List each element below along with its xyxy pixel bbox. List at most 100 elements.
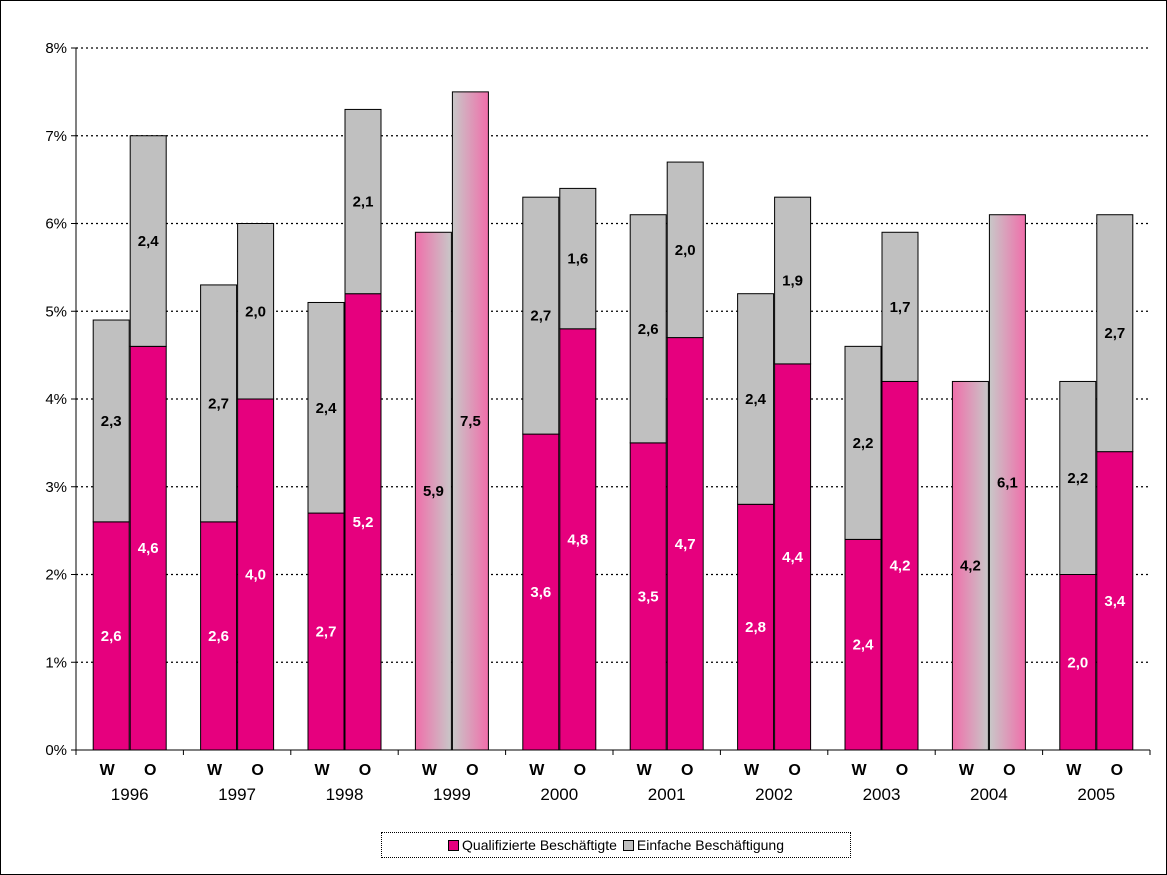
legend-item-qualifiziert: Qualifizierte Beschäftigte	[448, 837, 617, 853]
y-tick-label: 4%	[45, 391, 67, 408]
data-label-einfach: 2,0	[675, 242, 696, 259]
legend-swatch-qualifiziert	[448, 839, 460, 851]
bar-einfach	[844, 345, 882, 540]
data-label-qualifiziert: 2,0	[1067, 654, 1088, 671]
y-tick-label: 8%	[45, 40, 67, 57]
data-label-total: 5,9	[423, 483, 444, 500]
bar-category-label: O	[574, 762, 586, 779]
bar-einfach	[1096, 214, 1134, 453]
bar-category-label: O	[359, 762, 371, 779]
bar-einfach	[522, 196, 560, 435]
data-label-qualifiziert: 2,4	[853, 637, 875, 654]
bar-category-label: O	[251, 762, 263, 779]
x-tick-label-year: 1998	[326, 785, 364, 804]
x-tick-label-year: 1999	[433, 785, 471, 804]
bar-einfach	[629, 214, 667, 444]
bar-category-label: W	[314, 762, 330, 779]
bar-einfach	[129, 135, 167, 347]
chart-plot: 0% 1% 2% 3% 4% 5% 6% 7% 8% 2,6 2,3 W 4,6 2,4 O 1996 2,6 2…	[45, 40, 1151, 804]
data-label-einfach: 2,2	[1067, 470, 1088, 487]
data-label-qualifiziert: 3,4	[1104, 593, 1126, 610]
bar-category-label: W	[529, 762, 545, 779]
bar-einfach	[92, 319, 130, 523]
bar-category-label: W	[422, 762, 438, 779]
x-tick-label-year: 1997	[218, 785, 256, 804]
bar-total	[414, 231, 452, 751]
bar-qualifiziert	[237, 398, 275, 751]
data-label-einfach: 1,9	[782, 273, 803, 290]
data-label-qualifiziert: 3,6	[530, 584, 551, 601]
data-label-einfach: 1,7	[890, 299, 911, 316]
bar-einfach	[737, 293, 775, 505]
bar-qualifiziert	[774, 363, 812, 751]
data-label-einfach: 2,3	[101, 413, 122, 430]
bar-einfach	[774, 196, 812, 365]
bar-category-label: W	[207, 762, 223, 779]
data-label-einfach: 2,4	[745, 391, 767, 408]
bar-qualifiziert	[737, 503, 775, 751]
legend-label-einfach: Einfache Beschäftigung	[636, 837, 784, 853]
bar-total	[988, 214, 1026, 751]
data-label-total: 7,5	[460, 413, 481, 430]
bar-einfach	[1059, 380, 1097, 576]
data-label-total: 4,2	[960, 558, 981, 575]
data-label-qualifiziert: 4,2	[890, 558, 911, 575]
bar-einfach	[200, 284, 238, 523]
bar-qualifiziert	[344, 293, 382, 751]
y-tick-label: 5%	[45, 303, 67, 320]
x-tick-label-year: 2002	[755, 785, 793, 804]
legend-item-einfach: Einfache Beschäftigung	[622, 837, 784, 853]
bar-einfach	[559, 187, 597, 330]
bar-einfach	[344, 108, 382, 295]
data-label-qualifiziert: 4,8	[567, 531, 588, 548]
data-label-einfach: 2,4	[316, 400, 338, 417]
x-tick-label-year: 2003	[863, 785, 901, 804]
data-label-qualifiziert: 2,8	[745, 619, 766, 636]
data-label-qualifiziert: 4,6	[138, 540, 159, 557]
bar-category-label: W	[1066, 762, 1082, 779]
bar-category-label: O	[144, 762, 156, 779]
data-label-einfach: 2,0	[245, 303, 266, 320]
bar-qualifiziert	[92, 521, 130, 751]
data-label-qualifiziert: 2,7	[316, 624, 337, 641]
x-tick-label-year: 1996	[111, 785, 149, 804]
bar-category-label: O	[466, 762, 478, 779]
data-label-qualifiziert: 4,7	[675, 536, 696, 553]
x-tick-label-year: 2000	[540, 785, 578, 804]
data-label-einfach: 2,1	[353, 194, 374, 211]
data-label-qualifiziert: 4,0	[245, 567, 266, 584]
legend-swatch-einfach	[622, 839, 634, 851]
data-label-qualifiziert: 4,4	[782, 549, 804, 566]
bar-category-label: O	[788, 762, 800, 779]
bar-qualifiziert	[666, 337, 704, 751]
x-tick-label-year: 2001	[648, 785, 686, 804]
bar-qualifiziert	[200, 521, 238, 751]
bar-total	[451, 91, 489, 751]
bar-category-label: O	[681, 762, 693, 779]
data-label-einfach: 2,7	[208, 395, 229, 412]
bar-category-label: W	[851, 762, 867, 779]
y-tick-label: 7%	[45, 128, 67, 145]
bar-qualifiziert	[1096, 451, 1134, 751]
data-label-einfach: 2,7	[530, 308, 551, 325]
bar-einfach	[237, 223, 275, 400]
bar-category-label: O	[1111, 762, 1123, 779]
bar-category-label: W	[959, 762, 975, 779]
bar-qualifiziert	[559, 328, 597, 751]
x-tick-label-year: 2005	[1077, 785, 1115, 804]
y-tick-label: 6%	[45, 216, 67, 233]
data-label-einfach: 2,6	[638, 321, 659, 338]
data-label-einfach: 2,7	[1104, 325, 1125, 342]
data-label-qualifiziert: 5,2	[353, 514, 374, 531]
bar-qualifiziert	[881, 380, 919, 751]
bar-qualifiziert	[522, 433, 560, 751]
bar-category-label: O	[896, 762, 908, 779]
y-tick-label: 3%	[45, 479, 67, 496]
y-tick-label: 0%	[45, 742, 67, 759]
bar-einfach	[666, 161, 704, 339]
bar-qualifiziert	[629, 442, 667, 751]
bar-total	[951, 380, 989, 751]
data-label-einfach: 2,2	[853, 435, 874, 452]
bar-qualifiziert	[129, 345, 167, 751]
bar-category-label: O	[1003, 762, 1015, 779]
